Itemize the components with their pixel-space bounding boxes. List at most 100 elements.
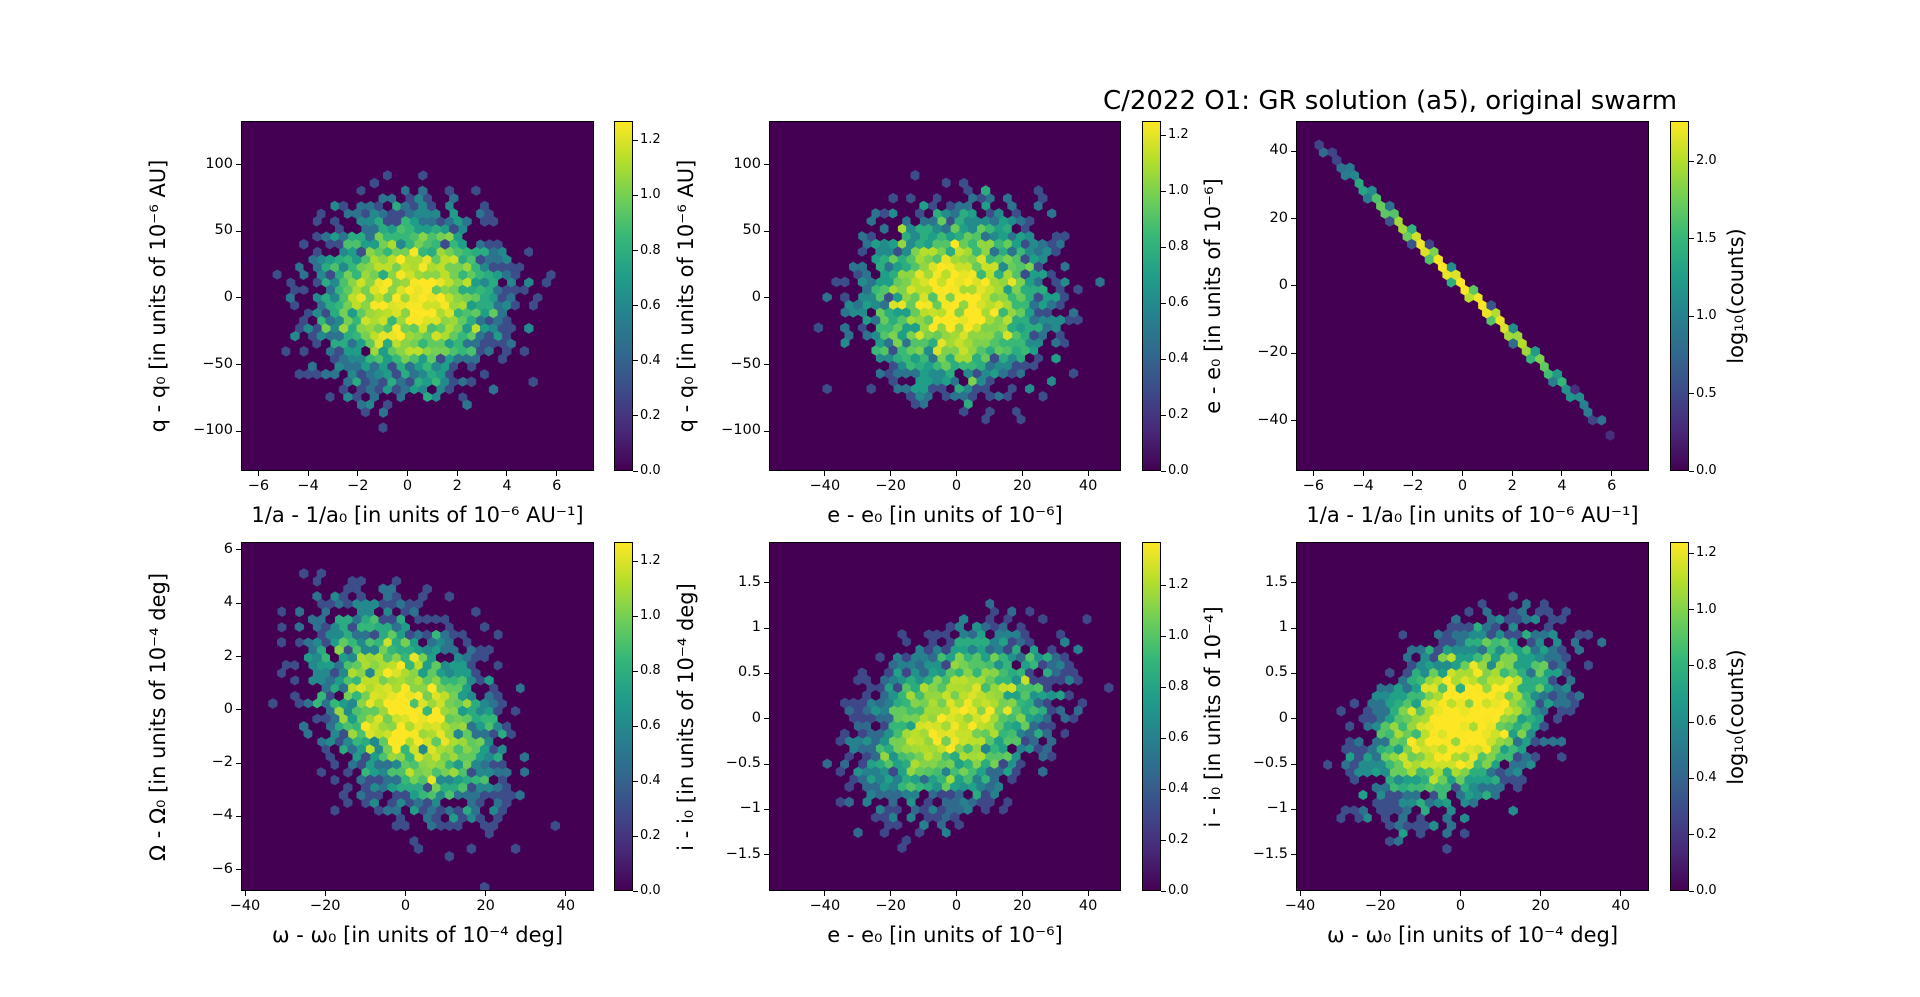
hex-bin xyxy=(497,835,508,847)
hex-bin xyxy=(1011,284,1022,295)
hex-bin xyxy=(1592,736,1602,748)
hex-bin xyxy=(1627,452,1638,464)
hex-bin xyxy=(998,697,1008,709)
hex-bin xyxy=(250,667,260,679)
hex-bin xyxy=(958,720,969,732)
hex-bin xyxy=(321,399,331,411)
hex-bin xyxy=(374,368,384,380)
hex-bin xyxy=(906,375,916,387)
hex-bin xyxy=(307,705,318,717)
hex-bin xyxy=(897,330,907,341)
hexbin-panel-3 xyxy=(1296,121,1649,471)
x-tick xyxy=(456,471,458,476)
hex-bin xyxy=(954,591,964,602)
hex-bin xyxy=(453,292,463,304)
hex-bin xyxy=(840,743,850,755)
hex-bin xyxy=(1086,322,1096,334)
hex-bin xyxy=(1437,774,1448,786)
hex-bin xyxy=(515,774,525,786)
colorbar-tick xyxy=(633,360,638,362)
x-tick xyxy=(485,891,487,896)
hex-bin xyxy=(1046,751,1057,762)
hex-bin xyxy=(338,200,349,212)
hex-bin xyxy=(400,789,410,801)
hex-bin xyxy=(254,568,265,579)
hex-bin xyxy=(892,636,903,648)
hex-bin xyxy=(848,865,859,877)
hex-bin xyxy=(1042,246,1052,257)
hex-bin xyxy=(870,659,881,671)
hex-bin xyxy=(1477,705,1487,717)
y-tick-label: 1.5 xyxy=(737,573,761,590)
hex-bin xyxy=(435,606,446,618)
hex-bin xyxy=(1345,659,1355,671)
hex-bin xyxy=(919,429,929,440)
hex-bin xyxy=(976,208,986,219)
hex-bin xyxy=(892,261,903,273)
hex-bin xyxy=(972,246,982,257)
hex-bin xyxy=(1323,682,1333,694)
hex-bin xyxy=(1064,751,1074,762)
hex-bin xyxy=(515,744,525,755)
colorbar-tick xyxy=(1689,315,1694,317)
colorbar-tick-label: 0.4 xyxy=(1168,781,1189,797)
hex-bin xyxy=(453,744,463,755)
hex-bin xyxy=(1029,751,1039,762)
hex-bin xyxy=(1499,575,1510,587)
hex-bin xyxy=(453,835,463,847)
hex-bin xyxy=(493,690,503,702)
hex-bin xyxy=(466,208,477,220)
colorbar-label: log₁₀(counts) xyxy=(1724,228,1748,364)
hex-bin xyxy=(1095,276,1105,288)
hex-bin xyxy=(1490,323,1501,334)
hex-bin xyxy=(493,736,503,748)
y-tick xyxy=(236,164,241,166)
colorbar-tick-label: 0.0 xyxy=(1168,883,1189,898)
hex-bin xyxy=(994,613,1004,625)
hex-bin xyxy=(897,827,907,838)
hex-bin xyxy=(338,652,349,663)
hex-bin xyxy=(405,659,415,671)
y-tick xyxy=(764,672,769,674)
hex-bin xyxy=(299,629,309,641)
x-tick xyxy=(824,891,826,896)
hex-bin xyxy=(1490,744,1501,755)
colorbar-tick-label: 1.0 xyxy=(1696,308,1717,324)
hex-bin xyxy=(1073,613,1083,625)
hex-bin xyxy=(910,291,920,303)
hex-bin xyxy=(1535,606,1545,618)
hex-bin xyxy=(330,170,340,181)
hex-bin xyxy=(862,613,872,625)
colorbar-tick xyxy=(633,305,638,307)
x-axis-label: 1/a - 1/a₀ [in units of 10⁻⁶ AU⁻¹] xyxy=(1306,503,1639,527)
hex-bin xyxy=(1433,659,1443,671)
y-axis-label: i - i₀ [in units of 10⁻⁴] xyxy=(1201,605,1225,828)
hex-bin xyxy=(1442,721,1452,732)
hex-bin xyxy=(1517,774,1527,786)
hex-bin xyxy=(312,606,322,618)
hex-bin xyxy=(910,170,920,181)
hex-bin xyxy=(1424,254,1435,265)
hex-bin xyxy=(923,238,934,250)
hex-bin xyxy=(290,568,300,579)
hex-bin xyxy=(910,712,920,724)
hex-bin xyxy=(1512,598,1523,610)
hex-bin xyxy=(813,322,824,334)
hex-bin xyxy=(950,192,960,204)
x-tick xyxy=(257,471,259,476)
y-tick-label: 6 xyxy=(223,540,233,557)
hex-bin xyxy=(321,728,331,740)
hex-bin xyxy=(1508,820,1518,832)
hex-bin xyxy=(1433,751,1443,763)
hex-bin xyxy=(502,797,512,809)
hex-bin xyxy=(440,147,450,158)
hex-bin xyxy=(1530,345,1540,357)
hex-bin xyxy=(242,277,252,288)
hex-bin xyxy=(277,277,287,288)
y-tick-label: 0 xyxy=(1278,276,1288,293)
y-tick xyxy=(764,763,769,765)
hex-bin xyxy=(1442,705,1452,717)
hex-bin xyxy=(444,430,455,441)
hex-bin xyxy=(325,315,335,327)
hex-bin xyxy=(1033,261,1044,273)
